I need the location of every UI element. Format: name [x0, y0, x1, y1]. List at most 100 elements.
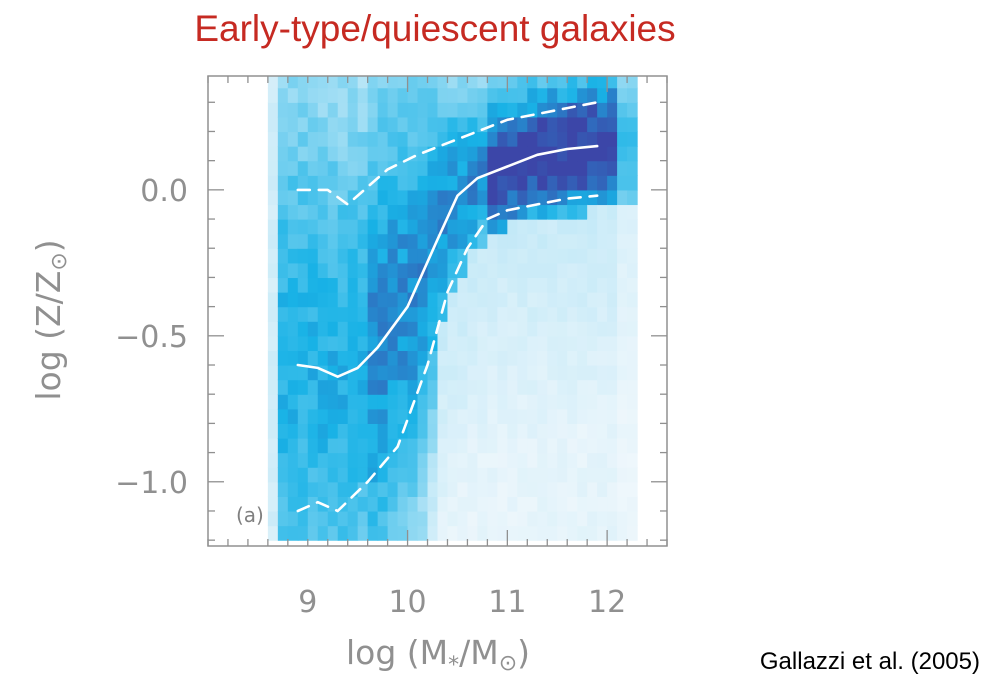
heatmap-cell — [527, 394, 538, 410]
heatmap-cell — [407, 437, 419, 454]
heatmap-cell — [437, 306, 449, 322]
heatmap-cell — [577, 175, 588, 191]
heatmap-cell — [457, 277, 469, 293]
heatmap-cell — [477, 76, 488, 89]
heatmap-cell — [607, 525, 618, 541]
heatmap-cell — [357, 408, 369, 424]
heatmap-cell — [597, 204, 608, 220]
heatmap-cell — [617, 525, 628, 541]
heatmap-cell — [337, 525, 349, 541]
heatmap-cell — [527, 452, 538, 468]
heatmap-cell — [597, 394, 608, 410]
heatmap-cell — [547, 189, 558, 206]
heatmap-cell — [367, 189, 379, 206]
heatmap-cell — [347, 408, 359, 424]
heatmap-cell — [537, 452, 548, 468]
heatmap-cell — [387, 496, 399, 512]
heatmap-cell — [297, 233, 309, 249]
heatmap-cell — [347, 306, 359, 322]
heatmap-cell — [277, 175, 289, 191]
heatmap-cell — [387, 248, 399, 264]
heatmap-cell — [327, 248, 339, 264]
heatmap-cell — [387, 233, 399, 249]
heatmap-cell — [417, 116, 429, 133]
heatmap-cell — [537, 335, 548, 352]
heatmap-cell — [287, 262, 299, 279]
heatmap-cell — [367, 437, 379, 454]
heatmap-cell — [287, 408, 299, 424]
heatmap-cell — [357, 321, 369, 337]
heatmap-cell — [477, 204, 488, 220]
heatmap-cell — [287, 131, 299, 147]
heatmap-cell — [507, 262, 518, 279]
heatmap-cell — [397, 408, 409, 424]
heatmap-cell — [547, 219, 558, 235]
heatmap-cell — [437, 423, 449, 439]
heatmap-cell — [547, 423, 558, 439]
heatmap-cell — [347, 394, 359, 410]
heatmap-cell — [357, 175, 369, 191]
heatmap-cell — [477, 87, 488, 103]
heatmap-cell — [607, 102, 618, 118]
heatmap-cell — [587, 292, 598, 308]
heatmap-cell — [277, 277, 289, 293]
heatmap-cell — [587, 219, 598, 235]
heatmap-cell — [527, 189, 538, 206]
heatmap-cell — [297, 219, 309, 235]
heatmap-cell — [617, 160, 628, 176]
heatmap-cell — [307, 496, 319, 512]
heatmap-cell — [407, 306, 419, 322]
heatmap-cell — [587, 394, 598, 410]
heatmap-cell — [367, 87, 379, 103]
heatmap-cell — [297, 510, 309, 527]
heatmap-cell — [297, 248, 309, 264]
heatmap-cell — [587, 277, 598, 293]
heatmap-cell — [407, 277, 419, 293]
heatmap-cell — [557, 292, 568, 308]
heatmap-cell — [327, 292, 339, 308]
heatmap-cell — [537, 292, 548, 308]
heatmap-cell — [447, 306, 459, 322]
heatmap-cell — [277, 423, 289, 439]
heatmap-cell — [417, 131, 429, 147]
heatmap-cell — [497, 146, 508, 162]
heatmap-cell — [497, 394, 508, 410]
heatmap-cell — [527, 87, 538, 103]
heatmap-cell — [337, 76, 349, 89]
heatmap-cell — [397, 102, 409, 118]
heatmap-cell — [287, 321, 299, 337]
heatmap-cell — [417, 452, 429, 468]
heatmap-cell — [387, 525, 399, 541]
heatmap-cell — [297, 452, 309, 468]
heatmap-cell — [297, 525, 309, 541]
heatmap-cell — [577, 277, 588, 293]
heatmap-cell — [347, 437, 359, 454]
heatmap-cell — [297, 204, 309, 220]
heatmap-cell — [387, 306, 399, 322]
heatmap-cell — [627, 189, 638, 206]
heatmap-cell — [287, 146, 299, 162]
heatmap-cell — [557, 277, 568, 293]
heatmap-cell — [517, 321, 528, 337]
heatmap-cell — [537, 204, 548, 220]
heatmap-cell — [407, 262, 419, 279]
heatmap-cell — [467, 525, 479, 541]
heatmap-cell — [307, 452, 319, 468]
heatmap-cell — [427, 146, 439, 162]
heatmap-cell — [407, 365, 419, 381]
heatmap-cell — [397, 350, 409, 366]
heatmap-cell — [287, 248, 299, 264]
heatmap-cell — [457, 160, 469, 176]
heatmap-cell — [377, 262, 389, 279]
heatmap-cell — [407, 423, 419, 439]
heatmap-cell — [607, 452, 618, 468]
heatmap-cell — [417, 306, 429, 322]
heatmap-cell — [587, 233, 598, 249]
heatmap-cell — [577, 262, 588, 279]
heatmap-cell — [267, 204, 279, 220]
heatmap-cell — [577, 510, 588, 527]
heatmap-cell — [277, 160, 289, 176]
heatmap-cell — [327, 87, 339, 103]
heatmap-cell — [347, 496, 359, 512]
heatmap-cell — [457, 423, 469, 439]
